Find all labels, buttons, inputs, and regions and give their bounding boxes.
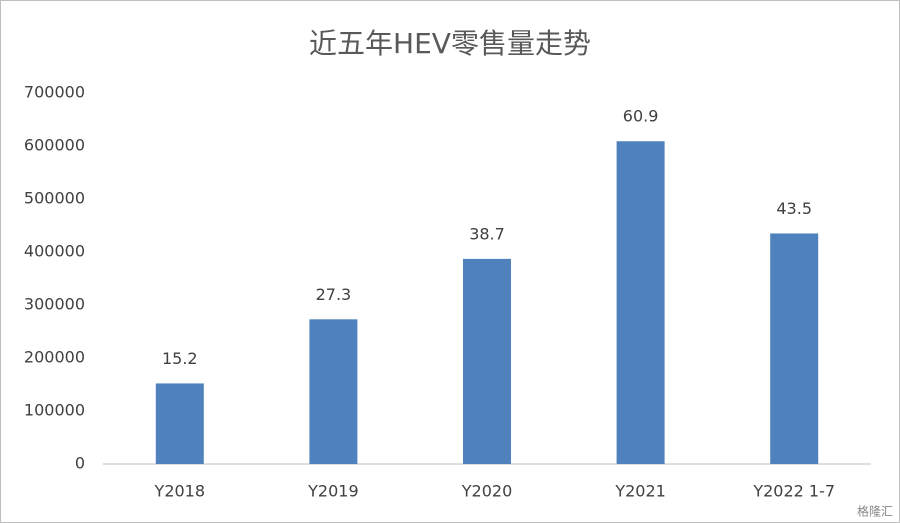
x-tick-label: Y2022 1-7 [752, 482, 835, 501]
bar [155, 383, 204, 464]
data-label: 15.2 [162, 349, 198, 368]
x-tick-label: Y2020 [461, 482, 513, 501]
x-tick-label: Y2018 [154, 482, 206, 501]
bar [309, 319, 358, 464]
bar [463, 258, 511, 464]
watermark: 格隆汇 [857, 504, 893, 519]
data-label: 27.3 [316, 285, 352, 304]
y-tick-label: 100000 [24, 401, 85, 420]
y-tick-label: 500000 [24, 189, 85, 208]
bar [770, 233, 819, 464]
data-label: 38.7 [469, 224, 505, 243]
data-label: 43.5 [776, 199, 812, 218]
data-label: 60.9 [623, 107, 659, 126]
chart-title: 近五年HEV零售量走势 [309, 27, 591, 60]
x-tick-label: Y2019 [307, 482, 359, 501]
y-tick-label: 600000 [24, 136, 85, 155]
bar [616, 141, 665, 465]
y-tick-label: 700000 [24, 83, 85, 102]
x-tick-label: Y2021 [614, 482, 666, 501]
y-tick-label: 0 [75, 454, 85, 473]
y-tick-label: 300000 [24, 295, 85, 314]
y-tick-label: 200000 [24, 348, 85, 367]
y-tick-label: 400000 [24, 242, 85, 261]
